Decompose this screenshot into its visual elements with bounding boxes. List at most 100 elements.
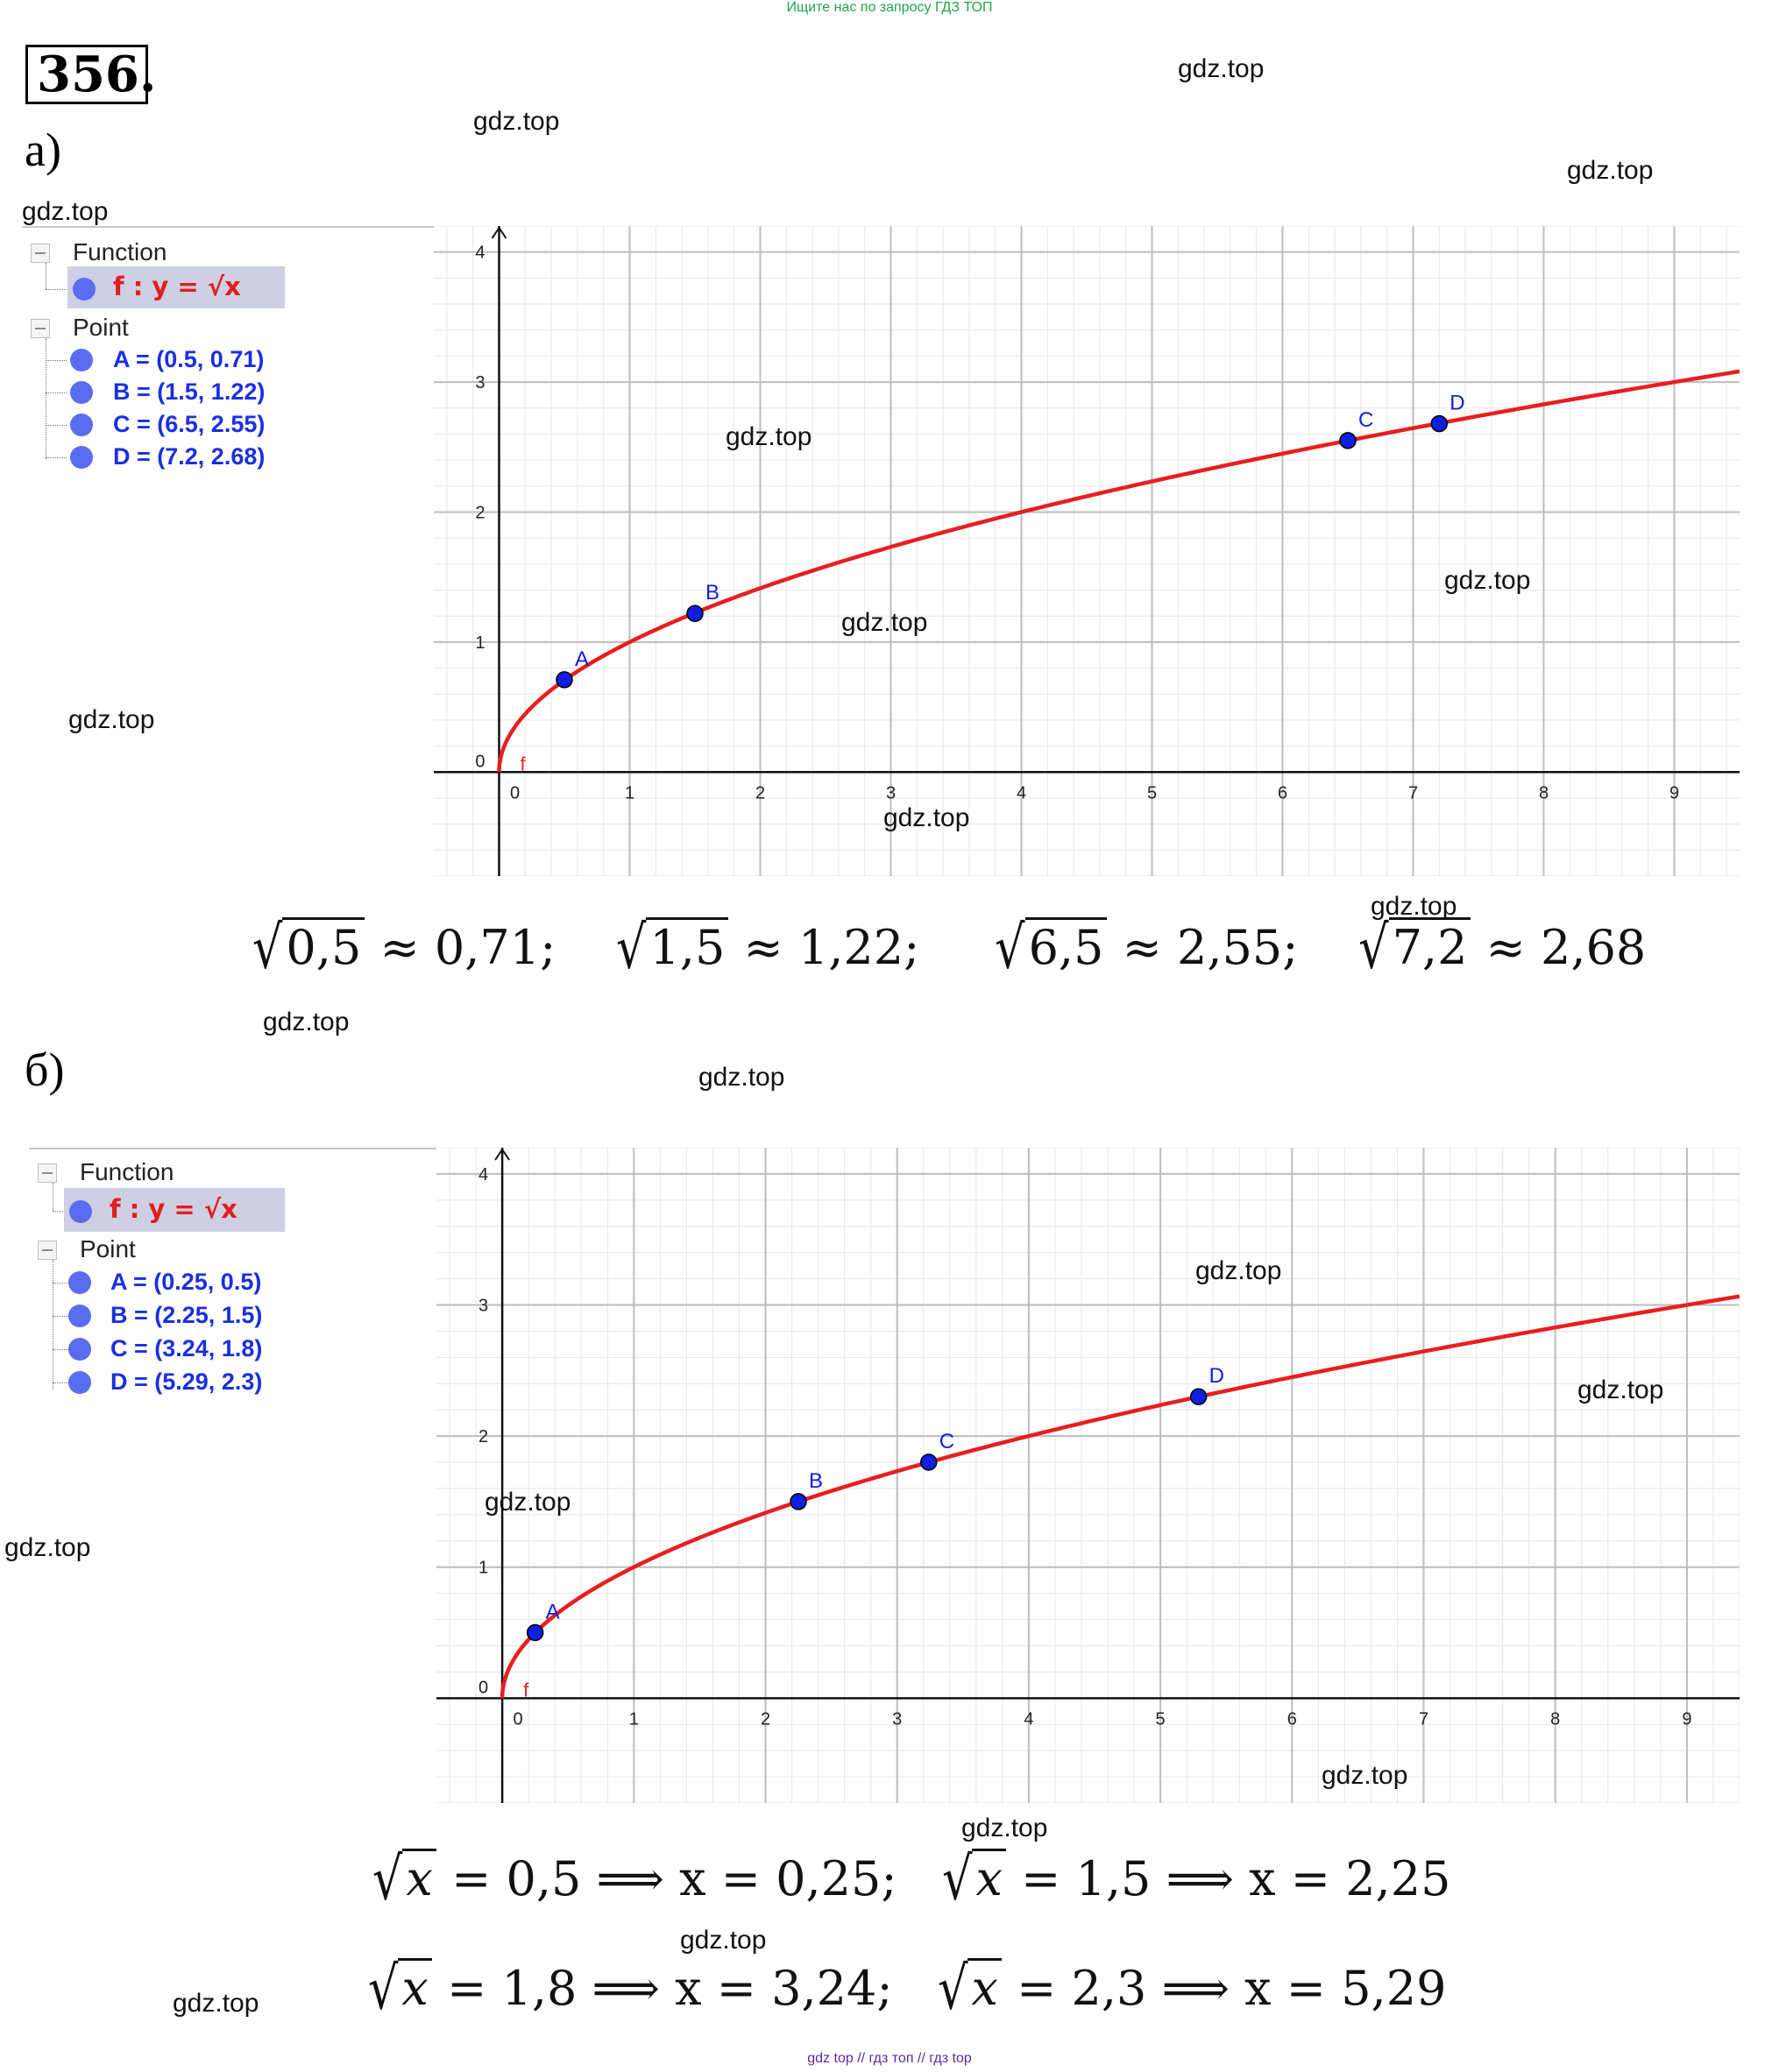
- x-tick-label: 0: [514, 1709, 523, 1729]
- x-tick-label: 1: [625, 783, 634, 803]
- radicand: 6,5: [1024, 917, 1108, 975]
- function-row-b[interactable]: [64, 1188, 285, 1232]
- visibility-dot-icon[interactable]: [73, 278, 96, 301]
- function-expression: f : y = √x: [113, 272, 241, 301]
- formula-rest: ≈ 2,55;: [1122, 920, 1299, 975]
- point-d-entry[interactable]: D = (5.29, 2.3): [110, 1368, 263, 1395]
- graph-view-b[interactable]: 0 1 2 3 4 5 6 7 8 9 0 1 2 3 4 f A B C D: [436, 1148, 1740, 1803]
- visibility-dot-icon[interactable]: [68, 1338, 91, 1361]
- y-tick-label: 2: [478, 1427, 488, 1446]
- graph-view-a[interactable]: 0 1 2 3 4 5 6 7 8 9 0 1 2 3 4 f A B C D: [434, 226, 1740, 876]
- radical: √7,2: [1358, 913, 1471, 982]
- formula-rest: = 0,5 ⟹ x = 0,25;: [451, 1851, 897, 1906]
- point-d-entry[interactable]: D = (7.2, 2.68): [113, 443, 266, 470]
- point-marker: [526, 1623, 544, 1642]
- x-tick-label: 0: [510, 783, 520, 803]
- formula-line-b2: √x = 1,8 ⟹ x = 3,24; √x = 2,3 ⟹ x = 5,29: [368, 1954, 1447, 2023]
- watermark: gdz.top: [473, 107, 560, 136]
- radicand: 1,5: [646, 917, 729, 975]
- y-tick-label: 0: [475, 752, 485, 771]
- formula-line-b1: √x = 0,5 ⟹ x = 0,25; √x = 1,5 ⟹ x = 2,25: [372, 1844, 1451, 1913]
- point-a-entry[interactable]: A = (0.25, 0.5): [110, 1269, 262, 1295]
- visibility-dot-icon[interactable]: [68, 1371, 91, 1394]
- visibility-dot-icon[interactable]: [70, 381, 93, 404]
- point-b-entry[interactable]: B = (1.5, 1.22): [113, 378, 266, 405]
- watermark: gdz.top: [68, 705, 155, 734]
- formula-rest: = 1,5 ⟹ x = 2,25: [1021, 1851, 1451, 1906]
- watermark: gdz.top: [841, 608, 928, 637]
- part-b-label: б): [25, 1043, 65, 1096]
- x-tick-label: 1: [629, 1709, 639, 1729]
- watermark: gdz.top: [1178, 54, 1265, 83]
- watermark: gdz.top: [1444, 566, 1531, 595]
- radical: √0,5: [252, 913, 365, 982]
- point-marker: [1430, 414, 1449, 433]
- radical: √x: [368, 1954, 432, 2023]
- x-tick-label: 6: [1287, 1709, 1297, 1729]
- point-a-entry[interactable]: A = (0.5, 0.71): [113, 346, 265, 372]
- x-tick-label: 8: [1550, 1709, 1560, 1729]
- watermark: gdz.top: [263, 1008, 350, 1036]
- exercise-number-text: 356: [37, 46, 139, 103]
- collapse-icon[interactable]: [31, 319, 50, 338]
- plot-background: [436, 1148, 1740, 1803]
- watermark: gdz.top: [698, 1063, 785, 1092]
- point-marker: [1339, 432, 1357, 449]
- radicand: x: [398, 1958, 432, 2016]
- point-b-entry[interactable]: B = (2.25, 1.5): [110, 1302, 263, 1328]
- function-group-label: Function: [73, 238, 167, 265]
- radicand: 0,5: [282, 917, 365, 975]
- x-tick-label: 2: [755, 783, 765, 803]
- formula-rest: = 1,8 ⟹ x = 3,24;: [447, 1961, 893, 2016]
- collapse-icon[interactable]: [31, 244, 50, 263]
- point-label: B: [809, 1469, 823, 1493]
- point-marker: [686, 605, 704, 622]
- footer-links[interactable]: gdz top // гдз топ // гдз top: [807, 2051, 972, 2066]
- function-row-a[interactable]: [67, 266, 285, 308]
- function-group-label: Function: [80, 1158, 174, 1185]
- point-label: C: [1358, 408, 1373, 432]
- tree-connector: [53, 1283, 70, 1284]
- collapse-icon[interactable]: [38, 1241, 57, 1260]
- watermark: gdz.top: [1577, 1375, 1664, 1404]
- radical: √1,5: [616, 913, 729, 982]
- watermark: gdz.top: [22, 197, 109, 226]
- visibility-dot-icon[interactable]: [68, 1305, 91, 1327]
- watermark: gdz.top: [1567, 156, 1654, 185]
- point-group-label: Point: [80, 1235, 136, 1262]
- y-tick-label: 1: [475, 633, 485, 653]
- function-label: f: [521, 753, 527, 774]
- visibility-dot-icon[interactable]: [70, 349, 93, 371]
- point-label: A: [546, 1601, 560, 1624]
- x-tick-label: 7: [1419, 1709, 1428, 1729]
- visibility-dot-icon[interactable]: [68, 1271, 91, 1294]
- radicand: x: [967, 1958, 1002, 2016]
- visibility-dot-icon[interactable]: [69, 1200, 92, 1223]
- radicand: x: [402, 1849, 436, 1906]
- radical: √6,5: [995, 913, 1108, 982]
- y-tick-label: 2: [475, 503, 485, 522]
- x-tick-label: 5: [1147, 783, 1157, 803]
- y-tick-label: 4: [478, 1165, 488, 1185]
- visibility-dot-icon[interactable]: [70, 446, 93, 469]
- point-marker: [920, 1453, 938, 1471]
- tree-connector: [53, 1211, 74, 1212]
- algebra-panel-a: Function f : y = √x Point A = (0.5, 0.71…: [22, 226, 436, 666]
- algebra-panel-b: Function f : y = √x Point A = (0.25, 0.5…: [29, 1148, 443, 1588]
- formula-rest: = 2,3 ⟹ x = 5,29: [1017, 1961, 1447, 2016]
- point-c-entry[interactable]: C = (6.5, 2.55): [113, 411, 266, 437]
- watermark: gdz.top: [1322, 1761, 1408, 1790]
- top-banner[interactable]: Ищите нас по запросу ГДЗ ТОП: [786, 0, 993, 15]
- watermark: gdz.top: [485, 1488, 571, 1517]
- radical: √x: [942, 1844, 1006, 1913]
- formula-rest: ≈ 0,71;: [379, 920, 556, 975]
- point-marker: [790, 1493, 807, 1510]
- collapse-icon[interactable]: [38, 1163, 57, 1183]
- radicand: 7,2: [1388, 917, 1471, 975]
- tree-connector: [46, 392, 67, 393]
- visibility-dot-icon[interactable]: [70, 414, 93, 436]
- part-a-label: а): [25, 124, 61, 176]
- point-c-entry[interactable]: C = (3.24, 1.8): [110, 1335, 263, 1361]
- y-axis-arrow: [494, 1148, 510, 1161]
- x-tick-label: 2: [761, 1709, 770, 1729]
